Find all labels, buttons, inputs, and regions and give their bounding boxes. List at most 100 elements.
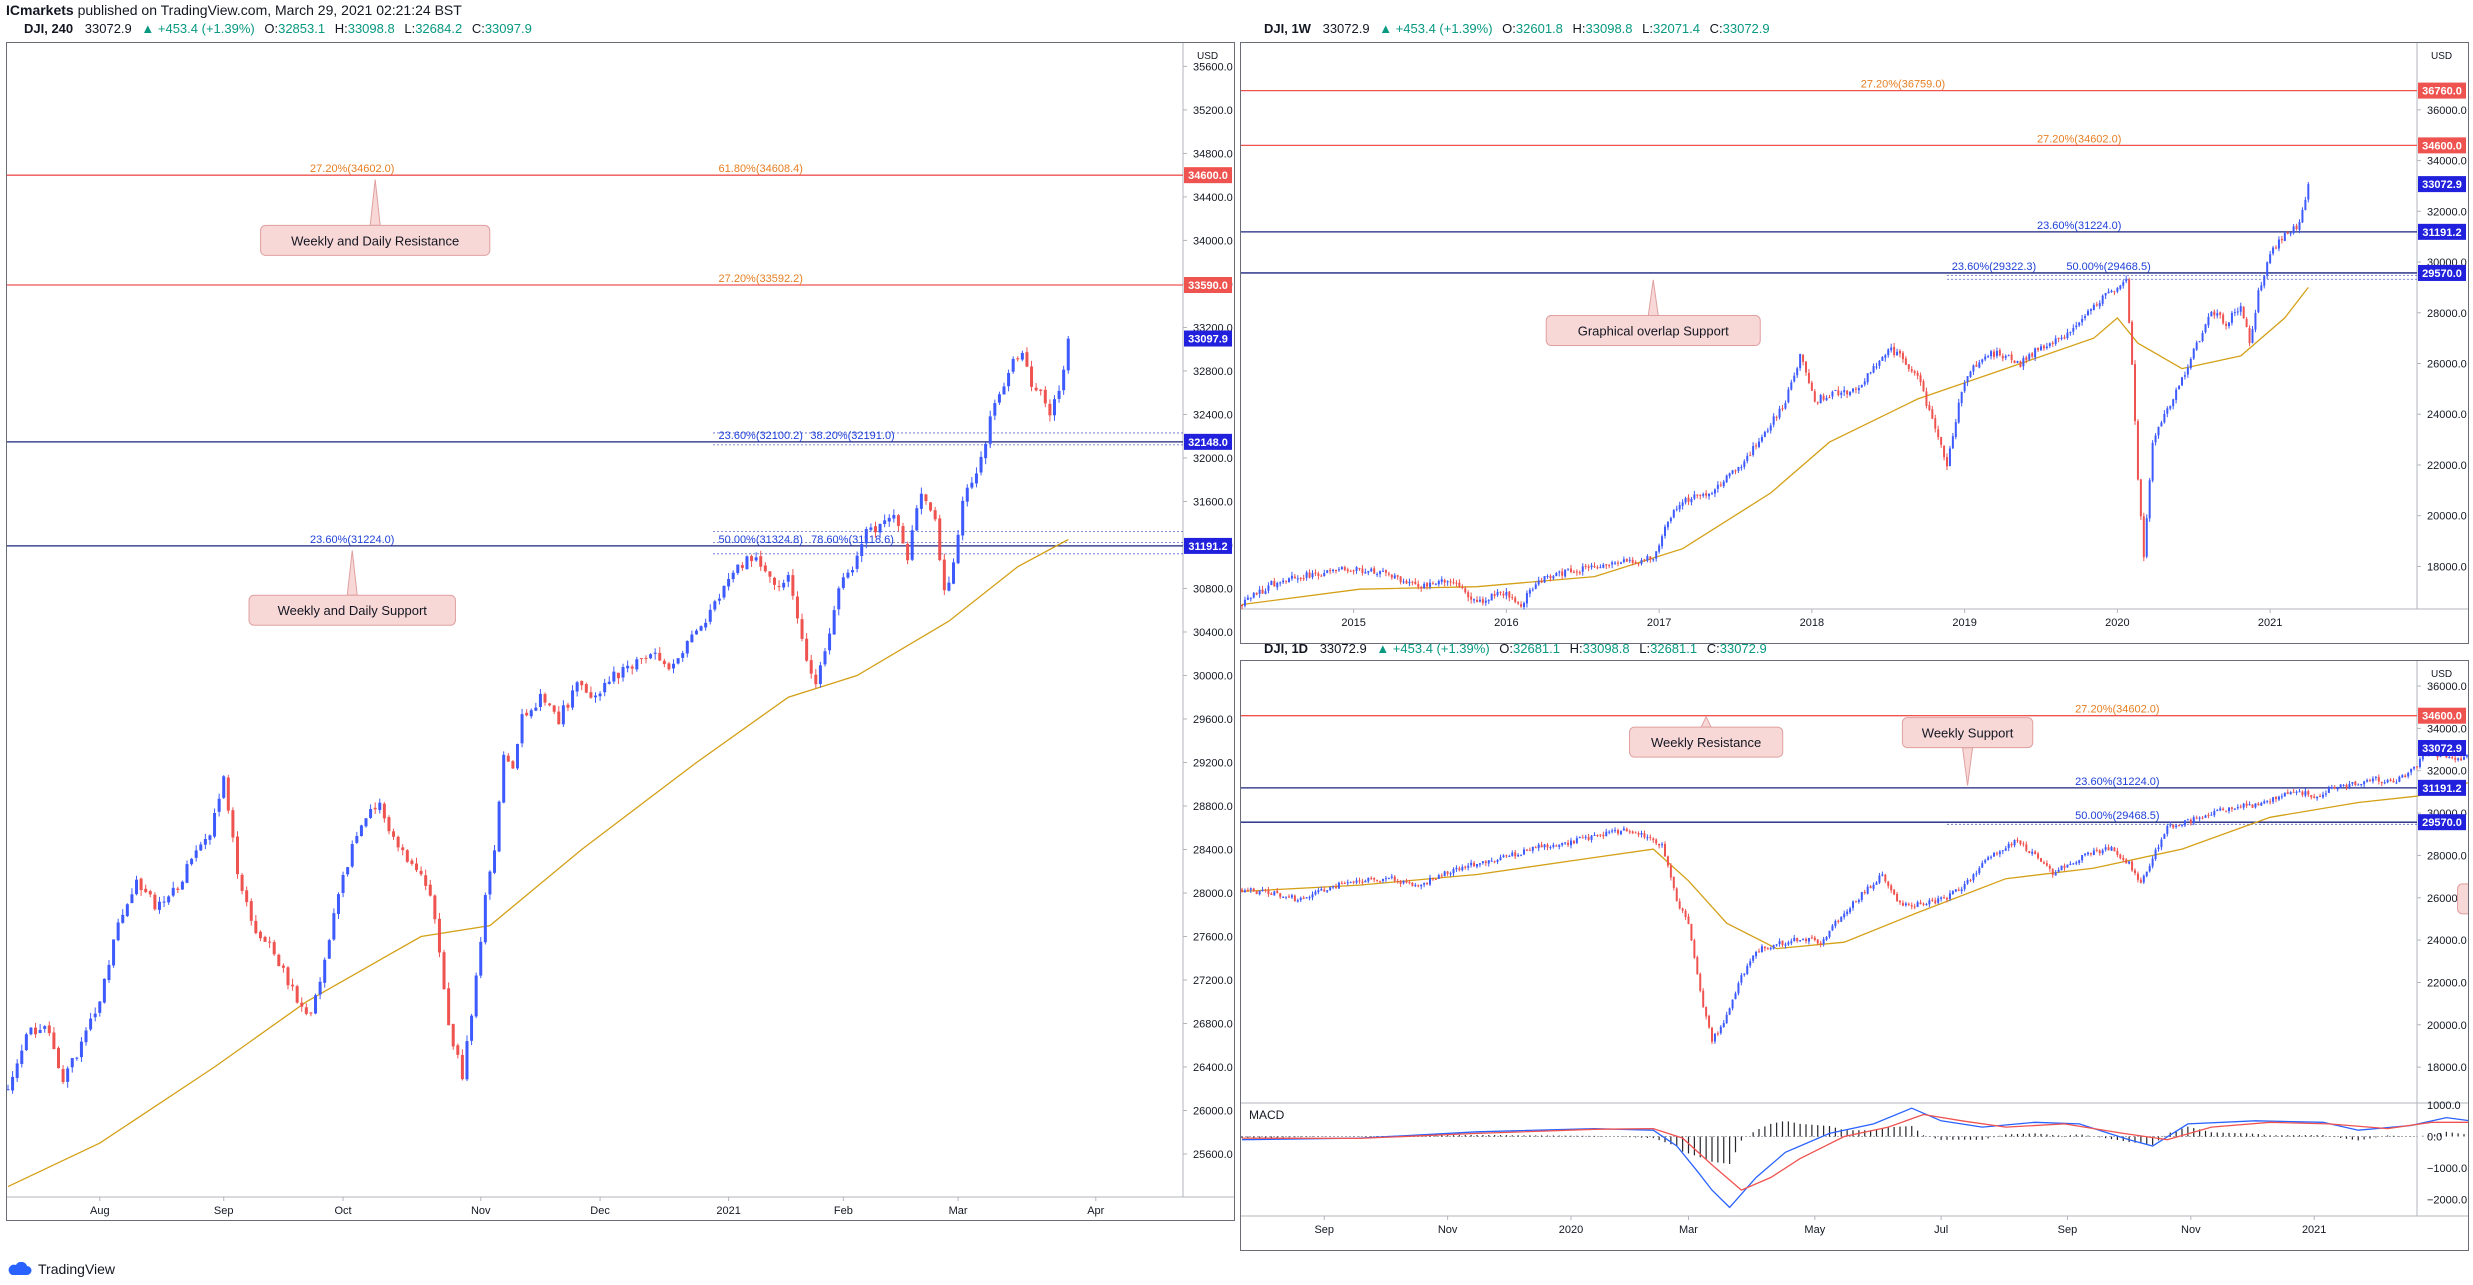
callout-label: Weekly and Daily Resistance xyxy=(291,233,459,248)
candle-body xyxy=(1869,372,1872,374)
chart-panel-1w[interactable]: USD 18000.0 20000.0 22000.0 24000.0 26000.0 28… xyxy=(1240,42,2469,644)
candle-body xyxy=(2154,849,2157,859)
candle-body xyxy=(1020,352,1024,360)
candle-body xyxy=(1778,941,1781,945)
candle-body xyxy=(571,690,575,708)
candle-body xyxy=(1884,355,1887,358)
candle-body xyxy=(942,559,946,591)
x-tick-label: Mar xyxy=(1679,1224,1698,1236)
candle-body xyxy=(1681,502,1684,506)
candle-body xyxy=(805,638,809,661)
candle-body xyxy=(1810,382,1813,391)
candle-body xyxy=(231,810,235,838)
candle-body xyxy=(1326,890,1329,892)
y-tick-label: 28000.0 xyxy=(2427,308,2467,320)
candle-body xyxy=(2037,347,2040,350)
candle-body xyxy=(433,895,437,920)
candle-body xyxy=(1261,889,1264,892)
candle-body xyxy=(1461,587,1464,589)
macd-signal-line xyxy=(1241,1113,2468,1191)
chart-svg-240[interactable]: USD 25600.0 26000.0 26400.0 26800.0 27200.0 27… xyxy=(7,43,1234,1220)
candle-body xyxy=(1311,573,1314,578)
candle-body xyxy=(1279,893,1282,897)
candle-body xyxy=(1567,842,1570,845)
candle-body xyxy=(2025,844,2028,851)
y-tick-label: 26400.0 xyxy=(1193,1062,1233,1074)
candle-body xyxy=(1572,571,1575,573)
candle-body xyxy=(410,860,414,864)
candle-body xyxy=(29,1027,33,1035)
candle-body xyxy=(176,888,180,890)
candle-body xyxy=(2222,808,2225,811)
candle-body xyxy=(392,831,396,837)
price-tag-label: 33590.0 xyxy=(1188,280,1228,292)
chart-svg-1w[interactable]: USD 18000.0 20000.0 22000.0 24000.0 26000.0 28… xyxy=(1241,43,2468,643)
y-tick-label: 28400.0 xyxy=(1193,844,1233,856)
candle-body xyxy=(502,754,506,803)
candle-body xyxy=(1393,575,1396,579)
candle-body xyxy=(240,874,244,891)
candle-body xyxy=(364,818,368,827)
candle-body xyxy=(1966,880,1969,884)
candle-body xyxy=(2407,772,2410,777)
chart-panel-1d[interactable]: USD 18000.0 20000.0 22000.0 24000.0 26000.0 28… xyxy=(1240,660,2469,1251)
candle-body xyxy=(2139,879,2142,883)
candle-body xyxy=(965,487,969,502)
candle-body xyxy=(1443,871,1446,877)
candle-body xyxy=(2345,784,2348,788)
callout-box xyxy=(248,594,456,626)
candle-body xyxy=(2263,276,2266,286)
candle-body xyxy=(2210,814,2213,816)
callout-pointer xyxy=(346,550,358,596)
publisher-author[interactable]: ICmarkets xyxy=(6,2,74,18)
candle-body xyxy=(1881,874,1884,876)
x-tick-label: Nov xyxy=(471,1205,491,1217)
callout-box xyxy=(2457,883,2468,915)
candle-body xyxy=(112,939,116,966)
candle-body xyxy=(1728,473,1731,477)
candle-body xyxy=(1039,389,1043,391)
chart-panel-240[interactable]: USD 25600.0 26000.0 26400.0 26800.0 27200.0 27… xyxy=(6,42,1235,1221)
candle-body xyxy=(1805,361,1807,373)
candle-body xyxy=(2172,399,2175,407)
candle-body xyxy=(2186,367,2189,375)
candle-body xyxy=(1525,593,1528,604)
candle-body xyxy=(1719,1026,1722,1034)
ohlc-value: 33098.8 xyxy=(347,21,395,36)
callout-label: Weekly and Daily Support xyxy=(278,603,428,618)
price-tag-label: 31191.2 xyxy=(1188,541,1227,553)
candle-body xyxy=(713,601,717,610)
candle-body xyxy=(594,695,597,698)
candle-body xyxy=(1505,855,1508,857)
candle-body xyxy=(2166,408,2169,414)
y-tick-label: 32800.0 xyxy=(1193,366,1233,378)
candle-body xyxy=(1355,567,1358,571)
candle-body xyxy=(157,901,161,910)
candle-body xyxy=(2248,804,2251,806)
y-tick-label: 31600.0 xyxy=(1193,496,1233,508)
candle-body xyxy=(2084,316,2087,319)
candle-body xyxy=(2166,826,2169,834)
candle-body xyxy=(754,557,758,561)
candle-body xyxy=(1614,562,1617,564)
candle-body xyxy=(2078,322,2081,326)
candle-body xyxy=(915,508,919,531)
chart-svg-1d[interactable]: USD 18000.0 20000.0 22000.0 24000.0 26000.0 28… xyxy=(1241,661,2468,1250)
candle-body xyxy=(1860,892,1863,900)
price-tag xyxy=(1184,277,1232,294)
candle-body xyxy=(1696,957,1699,975)
candle-body xyxy=(1687,497,1690,502)
candle-body xyxy=(1578,572,1581,574)
candle-body xyxy=(1314,891,1317,895)
candle-body xyxy=(1722,1023,1725,1027)
candle-body xyxy=(2280,238,2283,241)
candle-body xyxy=(1711,493,1713,495)
candle-body xyxy=(1725,1014,1728,1024)
candle-body xyxy=(626,665,630,669)
ohlc-value: 33072.9 xyxy=(1722,21,1770,36)
candle-body xyxy=(1267,585,1270,591)
candle-body xyxy=(2192,817,2195,824)
tradingview-logo[interactable]: TradingView xyxy=(6,1261,115,1277)
candle-body xyxy=(497,801,501,852)
candle-body xyxy=(1954,889,1957,892)
